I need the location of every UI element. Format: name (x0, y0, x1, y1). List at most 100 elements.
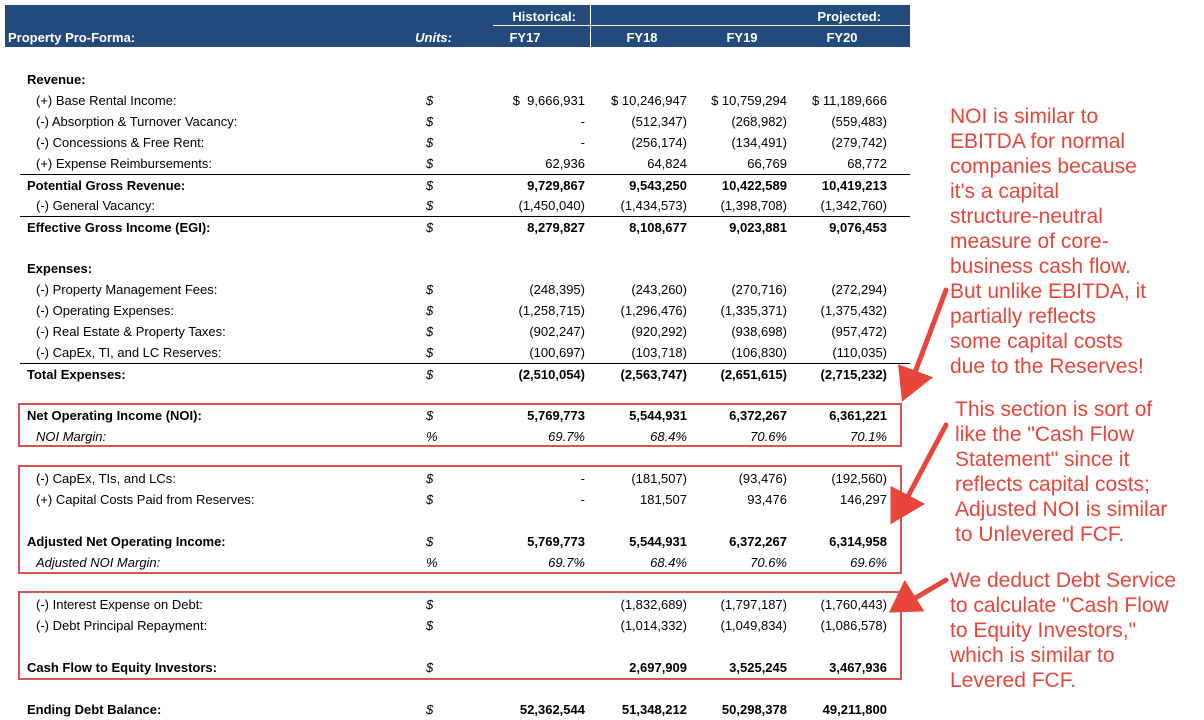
table-row: NOI Margin:% 69.7% 68.4% 70.6% 70.1% (0, 426, 910, 447)
row-value-fy20: (559,483) (831, 114, 887, 129)
row-unit: $ (426, 597, 434, 612)
row-label: Potential Gross Revenue: (27, 178, 186, 193)
row-value-fy19: 6,372,267 (729, 534, 787, 549)
row-value-fy20: 69.6% (850, 555, 887, 570)
table-row: (+) Base Rental Income: $ $ 9,666,931 $ 10,… (0, 90, 910, 111)
row-value-fy18: 9,543,250 (629, 178, 687, 193)
row-value-fy17: (1,258,715) (518, 303, 586, 318)
row-label: Adjusted NOI Margin: (36, 555, 161, 570)
row-value-fy17: 52,362,544 (519, 702, 585, 717)
row-value-fy19: (1,398,708) (720, 198, 788, 213)
row-value-fy18: (920,292) (631, 324, 687, 339)
row-value-fy18: 8,108,677 (629, 220, 687, 235)
table-row: Total Expenses: $ (2,510,054) (2,563,747) (2… (20, 363, 910, 385)
row-value-fy19: 6,372,267 (729, 408, 787, 423)
year-fy20: FY20 (826, 30, 858, 45)
row-value-fy18: 2,697,909 (629, 660, 687, 675)
row-value-fy17: 5,769,773 (527, 408, 585, 423)
units-label: Units: (415, 30, 452, 45)
table-row: Expenses: (0, 258, 910, 279)
noi-highlight-box (18, 403, 902, 447)
table-row: (-) Interest Expense on Debt: $ (1,832,689… (0, 594, 910, 615)
row-unit: $ (426, 178, 434, 193)
row-value-fy20: (1,086,578) (820, 618, 888, 633)
row-value-fy20: (1,375,432) (820, 303, 888, 318)
arrow-head-icon (888, 579, 925, 613)
header-divider (493, 25, 910, 26)
projected-label: Projected: (817, 9, 881, 24)
annotation-debt-service: We deduct Debt Service to calculate "Cas… (950, 569, 1177, 692)
row-label: Revenue: (27, 72, 86, 87)
table-row: (-) Operating Expenses: $ (1,258,715) (1,29… (0, 300, 910, 321)
row-unit: $ (426, 114, 434, 129)
row-value-fy18: (1,434,573) (620, 198, 688, 213)
row-label: Adjusted Net Operating Income: (27, 534, 226, 549)
row-value-fy17: (2,510,054) (518, 367, 586, 382)
row-unit: $ (426, 156, 434, 171)
annotation-noi: NOI is similar to EBITDA for normal comp… (950, 105, 1147, 378)
row-unit: $ (426, 367, 434, 382)
row-value-fy18: 181,507 (640, 492, 687, 507)
arrow-icon (911, 287, 949, 378)
row-label: Net Operating Income (NOI): (27, 408, 202, 423)
table-row: Cash Flow to Equity Investors: $2,697,909… (0, 657, 910, 678)
row-label: Expenses: (27, 261, 93, 276)
row-value-fy17: (1,450,040) (518, 198, 586, 213)
row-value-fy18: (1,296,476) (620, 303, 688, 318)
row-label: (-) CapEx, TI, and LC Reserves: (36, 345, 222, 360)
row-label: (+) Expense Reimbursements: (36, 156, 212, 171)
row-label: (+) Capital Costs Paid from Reserves: (36, 492, 255, 507)
table-row: (-) Real Estate & Property Taxes: $ (902,2… (0, 321, 910, 342)
row-value-fy18: 68.4% (650, 555, 687, 570)
row-label: (-) Real Estate & Property Taxes: (36, 324, 226, 339)
row-value-fy17: 69.7% (548, 429, 585, 444)
row-value-fy17: - (580, 471, 585, 486)
arrow-head-icon (890, 485, 926, 525)
row-label: (-) Property Management Fees: (36, 282, 218, 297)
table-row: Adjusted Net Operating Income: $5,769,773… (0, 531, 910, 552)
year-fy17: FY17 (509, 30, 541, 45)
arrow-icon (903, 422, 949, 503)
row-label: (-) Debt Principal Repayment: (36, 618, 208, 633)
row-unit: % (426, 429, 438, 444)
row-unit: $ (426, 618, 434, 633)
row-value-fy19: (270,716) (731, 282, 787, 297)
row-value-fy17: $ 9,666,931 (512, 93, 585, 108)
table-row: Ending Debt Balance: $52,362,544 51,348,21… (0, 699, 910, 720)
row-value-fy19: 3,525,245 (729, 660, 787, 675)
row-unit: $ (426, 408, 434, 423)
table-row: (-) Concessions & Free Rent: $ - (256,174) (… (0, 132, 910, 153)
row-value-fy20: (1,760,443) (820, 597, 888, 612)
arrow-head-icon (898, 364, 934, 402)
row-value-fy17: - (580, 492, 585, 507)
row-value-fy18: $ 10,246,947 (611, 93, 687, 108)
row-value-fy20: 3,467,936 (829, 660, 887, 675)
cash-flow-highlight-box (18, 591, 902, 680)
row-value-fy20: 146,297 (840, 492, 887, 507)
row-unit: $ (426, 660, 434, 675)
row-label: (-) Operating Expenses: (36, 303, 175, 318)
row-unit: $ (426, 282, 434, 297)
row-value-fy18: (2,563,747) (620, 367, 688, 382)
arrow-icon (909, 577, 949, 603)
row-value-fy20: $ 11,189,666 (812, 93, 887, 108)
row-value-fy18: 51,348,212 (621, 702, 687, 717)
historical-label: Historical: (512, 9, 576, 24)
row-label: Effective Gross Income (EGI): (27, 220, 211, 235)
table-row: Potential Gross Revenue: $9,729,867 9,543,… (20, 174, 910, 196)
table-row: (-) Debt Principal Repayment: $ (1,014,332… (0, 615, 910, 636)
header-divider-vertical (590, 5, 591, 47)
row-unit: $ (426, 471, 434, 486)
row-unit: $ (426, 198, 434, 213)
row-label: NOI Margin: (36, 429, 107, 444)
row-unit: % (426, 555, 438, 570)
row-value-fy18: 68.4% (650, 429, 687, 444)
table-row: Effective Gross Income (EGI): $8,279,827 8… (20, 216, 910, 238)
row-value-fy20: 68,772 (847, 156, 887, 171)
table-row: Net Operating Income (NOI): $5,769,773 5,5… (0, 405, 910, 426)
row-value-fy19: 93,476 (747, 492, 787, 507)
row-unit: $ (426, 135, 434, 150)
row-value-fy19: 70.6% (750, 555, 787, 570)
row-value-fy19: (1,335,371) (720, 303, 788, 318)
